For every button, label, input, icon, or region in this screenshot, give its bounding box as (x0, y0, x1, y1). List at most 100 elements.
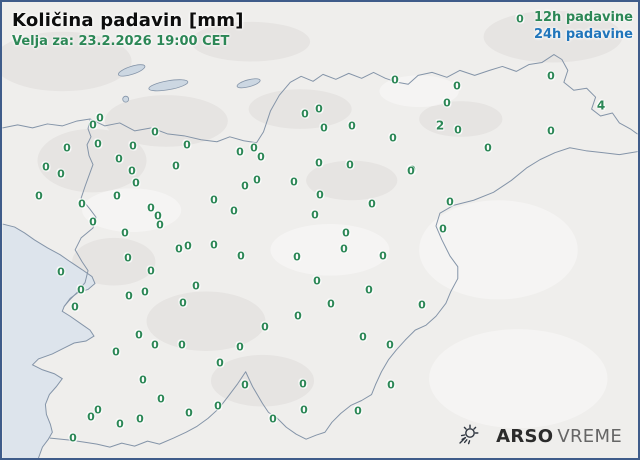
station-value: 0 (237, 249, 245, 263)
station-value: 0 (379, 249, 387, 263)
vreme-label: VREME (557, 425, 622, 447)
station-value: 0 (184, 239, 192, 253)
station-value: 0 (516, 12, 524, 26)
station-value: 0 (113, 189, 121, 203)
station-value: 0 (391, 73, 399, 87)
station-value: 0 (300, 403, 308, 417)
station-value: 0 (290, 175, 298, 189)
station-value: 0 (192, 279, 200, 293)
station-value: 0 (301, 107, 309, 121)
station-value: 0 (454, 123, 462, 137)
station-value: 0 (340, 242, 348, 256)
station-value: 0 (210, 238, 218, 252)
station-value: 0 (443, 96, 451, 110)
station-value: 0 (151, 125, 159, 139)
station-value: 0 (116, 417, 124, 431)
station-value: 0 (241, 378, 249, 392)
station-value: 0 (94, 137, 102, 151)
station-value: 0 (78, 197, 86, 211)
station-value: 0 (418, 298, 426, 312)
station-value: 0 (294, 309, 302, 323)
station-value: 0 (42, 160, 50, 174)
station-value: 0 (178, 338, 186, 352)
station-value: 0 (141, 285, 149, 299)
station-value: 0 (63, 141, 71, 155)
station-value: 0 (484, 141, 492, 155)
arso-vreme-wordmark: ARSO VREME (496, 426, 622, 447)
station-value: 0 (313, 274, 321, 288)
station-value: 0 (87, 410, 95, 424)
station-value: 0 (261, 320, 269, 334)
station-value: 0 (216, 356, 224, 370)
legend-item-12h-padavine[interactable]: 12h padavine (533, 10, 633, 25)
station-value: 0 (129, 139, 137, 153)
station-value: 0 (185, 406, 193, 420)
sea-adriatic (2, 224, 95, 458)
station-value: 0 (139, 373, 147, 387)
station-value: 0 (547, 69, 555, 83)
station-value: 0 (342, 226, 350, 240)
station-value: 0 (71, 300, 79, 314)
station-value: 0 (57, 265, 65, 279)
lakes (117, 64, 261, 103)
station-value: 0 (89, 215, 97, 229)
station-value: 2 (435, 118, 445, 133)
station-value: 0 (439, 222, 447, 236)
station-value: 0 (293, 250, 301, 264)
station-value: 0 (147, 201, 155, 215)
station-value: 0 (250, 141, 258, 155)
station-value: 0 (183, 138, 191, 152)
station-value: 0 (269, 412, 277, 426)
valid-time-subtitle: Velja za: 23.2.2026 19:00 CET (12, 34, 230, 49)
station-value: 0 (389, 131, 397, 145)
station-value: 0 (547, 124, 555, 138)
station-value: 0 (135, 328, 143, 342)
station-value: 0 (214, 399, 222, 413)
station-value: 0 (299, 377, 307, 391)
station-value: 0 (359, 330, 367, 344)
station-value: 0 (89, 118, 97, 132)
station-value: 0 (156, 218, 164, 232)
station-value: 0 (128, 164, 136, 178)
station-value: 0 (77, 283, 85, 297)
station-value: 0 (320, 121, 328, 135)
station-value: 0 (147, 264, 155, 278)
station-value: 0 (316, 188, 324, 202)
station-value: 0 (210, 193, 218, 207)
station-value: 0 (253, 173, 261, 187)
station-value: 0 (407, 164, 415, 178)
station-value: 0 (311, 208, 319, 222)
station-value: 0 (115, 152, 123, 166)
station-value: 0 (35, 189, 43, 203)
legend: 12h padavine 24h padavine (534, 9, 633, 43)
station-value: 0 (132, 176, 140, 190)
legend-item-24h-padavine[interactable]: 24h padavine (533, 27, 633, 42)
station-value: 0 (175, 242, 183, 256)
station-value: 0 (346, 158, 354, 172)
station-value: 0 (348, 119, 356, 133)
arso-label: ARSO (496, 425, 554, 447)
station-value: 0 (124, 251, 132, 265)
page-title: Količina padavin [mm] (12, 10, 244, 31)
station-value: 4 (596, 98, 606, 113)
station-value: 0 (236, 340, 244, 354)
station-value: 0 (136, 412, 144, 426)
station-value: 0 (368, 197, 376, 211)
station-value: 0 (354, 404, 362, 418)
station-value: 0 (446, 195, 454, 209)
station-value: 0 (96, 111, 104, 125)
station-value: 0 (236, 145, 244, 159)
station-value: 0 (453, 79, 461, 93)
station-value: 0 (241, 179, 249, 193)
station-value: 0 (365, 283, 373, 297)
coastline (2, 223, 96, 458)
station-value: 0 (408, 163, 416, 177)
title-block: Količina padavin [mm] Velja za: 23.2.202… (12, 10, 244, 49)
station-value: 0 (57, 167, 65, 181)
branding: ARSO VREME (457, 422, 622, 450)
station-value: 0 (112, 345, 120, 359)
station-value: 0 (154, 209, 162, 223)
station-value: 0 (151, 338, 159, 352)
